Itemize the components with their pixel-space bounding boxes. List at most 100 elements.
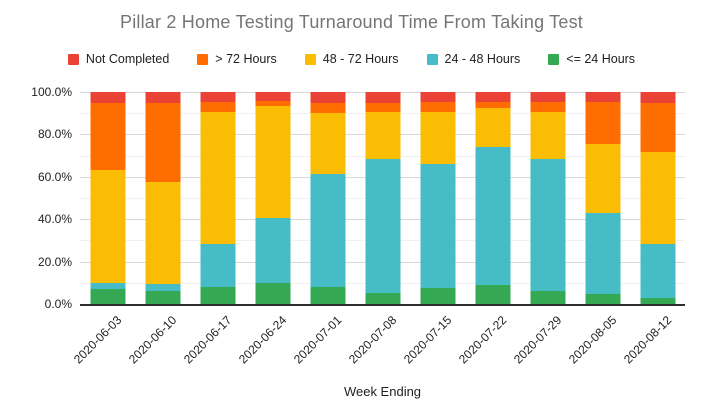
bar-2020-06-10[interactable] [145,92,180,304]
bar-2020-07-15[interactable] [420,92,455,304]
bar-segment[interactable] [420,92,455,102]
x-axis-label: 2020-07-15 [401,313,455,367]
bar-segment[interactable] [640,92,675,103]
bar-2020-07-08[interactable] [365,92,400,304]
bar-segment[interactable] [255,100,290,106]
x-axis-label: 2020-06-24 [236,313,290,367]
bar-segment[interactable] [585,294,620,304]
bar-segment[interactable] [475,92,510,102]
bar-segment[interactable] [310,113,345,174]
bar-segment[interactable] [475,147,510,285]
bar-segment[interactable] [530,101,565,113]
bar-segment[interactable] [145,291,180,304]
bar-band [80,92,135,304]
bar-2020-06-03[interactable] [90,92,125,304]
bar-2020-07-01[interactable] [310,92,345,304]
bar-segment[interactable] [420,288,455,304]
legend-swatch-icon [548,53,560,65]
bar-segment[interactable] [365,112,400,159]
legend-swatch-icon [67,53,79,65]
legend-item-label: Not Completed [85,52,170,66]
bar-segment[interactable] [585,92,620,102]
bar-segment[interactable] [145,92,180,103]
legend-item[interactable]: <= 24 Hours [548,52,635,66]
bar-band [245,92,300,304]
x-axis-label: 2020-07-22 [456,313,510,367]
bar-segment[interactable] [90,92,125,103]
bar-segment[interactable] [255,282,290,304]
x-axis-label: 2020-07-29 [511,313,565,367]
bar-segment[interactable] [365,293,400,304]
y-axis-tick-label: 40.0% [37,212,72,227]
bar-segment[interactable] [475,107,510,148]
x-axis-label: 2020-07-01 [291,313,345,367]
bar-segment[interactable] [530,158,565,292]
bar-segment[interactable] [640,297,675,304]
bar-segment[interactable] [200,243,235,288]
legend-item[interactable]: Not Completed [67,52,170,66]
bar-segment[interactable] [530,112,565,159]
bar-segment[interactable] [310,173,345,288]
legend-item[interactable]: 48 - 72 Hours [304,52,399,66]
bar-band [355,92,410,304]
bar-segment[interactable] [530,291,565,304]
x-axis-label: 2020-06-17 [181,313,235,367]
bar-segment[interactable] [200,287,235,304]
legend-item[interactable]: > 72 Hours [197,52,277,66]
bar-segment[interactable] [420,101,455,113]
bar-segment[interactable] [475,101,510,108]
bar-segment[interactable] [145,102,180,183]
bar-segment[interactable] [310,102,345,114]
x-axis-label: 2020-07-08 [346,313,400,367]
bar-segment[interactable] [200,92,235,102]
bar-2020-08-12[interactable] [640,92,675,304]
bar-segment[interactable] [475,284,510,304]
bar-segment[interactable] [640,243,675,298]
bar-segment[interactable] [585,212,620,295]
bar-2020-06-24[interactable] [255,92,290,304]
bar-segment[interactable] [420,164,455,289]
bar-segment[interactable] [365,92,400,103]
bar-band [135,92,190,304]
bar-2020-07-29[interactable] [530,92,565,304]
legend-item-label: <= 24 Hours [566,52,636,66]
bar-segment[interactable] [90,282,125,290]
bar-segment[interactable] [200,101,235,113]
x-axis-label: 2020-06-10 [126,313,180,367]
bar-band [575,92,630,304]
bar-segment[interactable] [530,92,565,102]
y-axis: 0.0% 20.0% 40.0% 60.0% 80.0% 100.0% [0,85,72,311]
bar-segment[interactable] [640,152,675,244]
bar-segment[interactable] [365,102,400,113]
y-axis-tick-label: 60.0% [37,169,72,184]
bar-segment[interactable] [585,101,620,144]
bar-segment[interactable] [90,102,125,171]
bar-segment[interactable] [90,289,125,304]
legend-item-label: > 72 Hours [215,52,277,66]
legend-item-label: 24 - 48 Hours [444,52,521,66]
bar-segment[interactable] [255,105,290,219]
bar-segment[interactable] [585,143,620,213]
bar-segment[interactable] [255,92,290,101]
bar-segment[interactable] [310,287,345,304]
bar-2020-07-22[interactable] [475,92,510,304]
bar-segment[interactable] [640,102,675,153]
bar-2020-06-17[interactable] [200,92,235,304]
x-axis-label: 2020-06-03 [71,313,125,367]
legend-swatch-icon [426,53,438,65]
legend-swatch-icon [304,53,316,65]
bar-segment[interactable] [145,283,180,292]
bar-segment[interactable] [310,92,345,103]
bar-segment[interactable] [420,112,455,165]
bar-band [630,92,685,304]
plot-area [80,92,685,306]
legend-item[interactable]: 24 - 48 Hours [426,52,521,66]
bar-segment[interactable] [255,218,290,283]
legend: Not Completed > 72 Hours 48 - 72 Hours 24 -… [0,52,703,66]
bars-layer [80,92,685,304]
bar-segment[interactable] [145,182,180,284]
bar-segment[interactable] [365,158,400,294]
bar-segment[interactable] [200,112,235,244]
bar-2020-08-05[interactable] [585,92,620,304]
bar-segment[interactable] [90,170,125,283]
